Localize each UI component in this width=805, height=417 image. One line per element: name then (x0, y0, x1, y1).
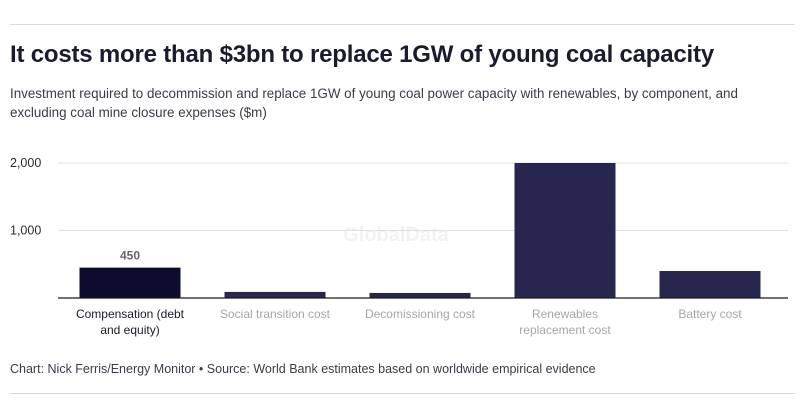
y-tick-label: 2,000 (10, 156, 41, 170)
bar (369, 292, 471, 298)
x-category-label: Renewables (532, 307, 598, 321)
bottom-divider (10, 393, 795, 394)
bar (224, 291, 326, 298)
category-labels: Compensation (debt and equity) Social tran… (76, 249, 742, 337)
gridlines: 1,000 2,000 (10, 156, 788, 238)
bar (659, 271, 761, 298)
bar (79, 267, 181, 298)
watermark: GlobalData (343, 224, 449, 246)
data-label: 450 (120, 249, 140, 263)
x-category-label: Decomissioning cost (365, 307, 476, 321)
bars (79, 163, 761, 298)
bar (514, 163, 616, 298)
x-category-label: and equity) (100, 323, 159, 337)
chart-footer-credit: Chart: Nick Ferris/Energy Monitor • Sour… (10, 362, 596, 376)
x-category-label: Battery cost (678, 307, 742, 321)
chart-subtitle: Investment required to decommission and … (10, 86, 738, 120)
y-tick-label: 1,000 (10, 224, 41, 238)
x-category-label: Social transition cost (220, 307, 331, 321)
top-divider (10, 24, 795, 25)
x-category-label: replacement cost (519, 323, 611, 337)
bar-chart: GlobalData 1,000 2,000 Compensation (debt… (10, 156, 788, 337)
chart-title: It costs more than $3bn to replace 1GW o… (10, 41, 714, 68)
x-category-label: Compensation (debt (76, 307, 185, 321)
